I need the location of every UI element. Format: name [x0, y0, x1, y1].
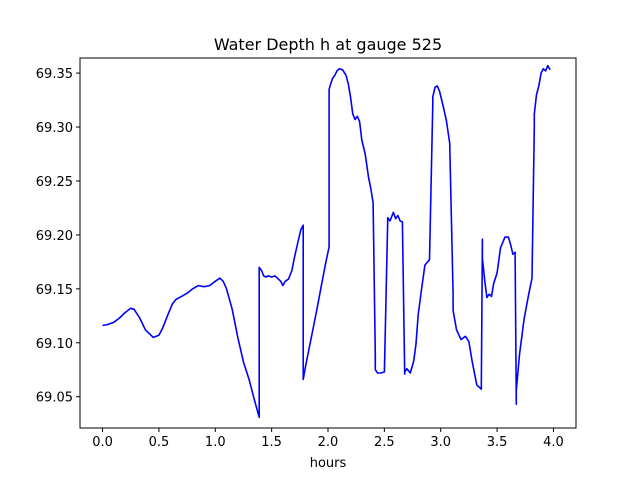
y-tick-label: 69.05 — [36, 391, 73, 406]
x-tick-label: 2.5 — [374, 435, 395, 450]
plot-area — [80, 58, 576, 428]
x-axis-label: hours — [310, 456, 347, 471]
plot-frame — [79, 57, 577, 429]
x-axis-ticks: 0.0 0.5 1.0 1.5 2.0 2.5 3.0 3.5 4.0 — [92, 428, 564, 450]
series-layer — [102, 64, 551, 419]
x-tick-label: 3.5 — [487, 435, 508, 450]
y-tick-label: 69.20 — [36, 229, 73, 244]
x-tick-label: 2.0 — [318, 435, 339, 450]
x-tick-label: 3.0 — [430, 435, 451, 450]
x-tick-label: 1.0 — [205, 435, 226, 450]
x-tick-label: 0.0 — [92, 435, 113, 450]
y-tick-label: 69.15 — [36, 283, 73, 298]
series-line-water-depth — [102, 64, 551, 419]
y-tick-label: 69.25 — [36, 175, 73, 190]
y-tick-label: 69.30 — [36, 121, 73, 136]
x-tick-label: 4.0 — [543, 435, 564, 450]
chart-title: Water Depth h at gauge 525 — [214, 35, 442, 54]
y-tick-label: 69.35 — [36, 67, 73, 82]
x-tick-label: 0.5 — [149, 435, 170, 450]
x-tick-label: 1.5 — [261, 435, 282, 450]
y-tick-label: 69.10 — [36, 337, 73, 352]
y-axis-ticks: 69.05 69.10 69.15 69.20 69.25 69.30 69.35 — [36, 67, 80, 406]
